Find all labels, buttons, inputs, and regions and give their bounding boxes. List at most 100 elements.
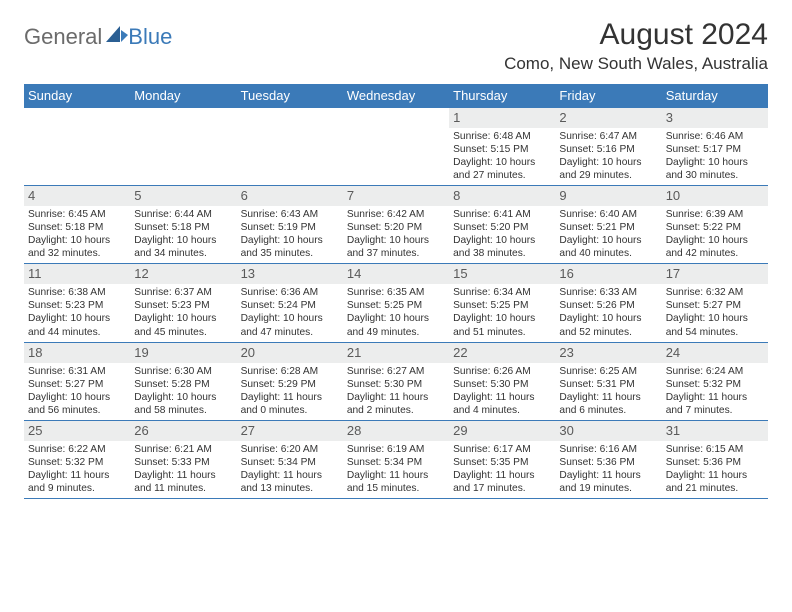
day-number: 22	[449, 343, 555, 363]
day-text: Sunrise: 6:38 AMSunset: 5:23 PMDaylight:…	[24, 284, 130, 341]
day-cell: 22Sunrise: 6:26 AMSunset: 5:30 PMDayligh…	[449, 343, 555, 420]
day-cell: 8Sunrise: 6:41 AMSunset: 5:20 PMDaylight…	[449, 186, 555, 263]
day-cell: 29Sunrise: 6:17 AMSunset: 5:35 PMDayligh…	[449, 421, 555, 498]
day-number: 5	[130, 186, 236, 206]
day-text: Sunrise: 6:27 AMSunset: 5:30 PMDaylight:…	[343, 363, 449, 420]
day-cell: 16Sunrise: 6:33 AMSunset: 5:26 PMDayligh…	[555, 264, 661, 341]
day-text: Sunrise: 6:43 AMSunset: 5:19 PMDaylight:…	[237, 206, 343, 263]
day-cell: 7Sunrise: 6:42 AMSunset: 5:20 PMDaylight…	[343, 186, 449, 263]
day-number: 4	[24, 186, 130, 206]
day-text: Sunrise: 6:31 AMSunset: 5:27 PMDaylight:…	[24, 363, 130, 420]
weekday-thursday: Thursday	[449, 84, 555, 108]
day-number: 17	[662, 264, 768, 284]
day-number: 14	[343, 264, 449, 284]
logo: General Blue	[24, 24, 172, 50]
day-number: 18	[24, 343, 130, 363]
header: General Blue August 2024 Como, New South…	[24, 18, 768, 74]
day-text: Sunrise: 6:46 AMSunset: 5:17 PMDaylight:…	[662, 128, 768, 185]
day-text: Sunrise: 6:32 AMSunset: 5:27 PMDaylight:…	[662, 284, 768, 341]
day-number: 15	[449, 264, 555, 284]
day-text: Sunrise: 6:34 AMSunset: 5:25 PMDaylight:…	[449, 284, 555, 341]
day-cell: 30Sunrise: 6:16 AMSunset: 5:36 PMDayligh…	[555, 421, 661, 498]
day-cell: 9Sunrise: 6:40 AMSunset: 5:21 PMDaylight…	[555, 186, 661, 263]
day-cell: 20Sunrise: 6:28 AMSunset: 5:29 PMDayligh…	[237, 343, 343, 420]
week-row: 1Sunrise: 6:48 AMSunset: 5:15 PMDaylight…	[24, 108, 768, 186]
day-text: Sunrise: 6:39 AMSunset: 5:22 PMDaylight:…	[662, 206, 768, 263]
location: Como, New South Wales, Australia	[504, 54, 768, 74]
day-text: Sunrise: 6:30 AMSunset: 5:28 PMDaylight:…	[130, 363, 236, 420]
logo-text-general: General	[24, 24, 102, 50]
title-block: August 2024 Como, New South Wales, Austr…	[504, 18, 768, 74]
week-row: 4Sunrise: 6:45 AMSunset: 5:18 PMDaylight…	[24, 186, 768, 264]
day-text: Sunrise: 6:21 AMSunset: 5:33 PMDaylight:…	[130, 441, 236, 498]
calendar: SundayMondayTuesdayWednesdayThursdayFrid…	[24, 84, 768, 499]
month-title: August 2024	[504, 18, 768, 52]
day-cell: 25Sunrise: 6:22 AMSunset: 5:32 PMDayligh…	[24, 421, 130, 498]
day-number: 26	[130, 421, 236, 441]
day-cell: 12Sunrise: 6:37 AMSunset: 5:23 PMDayligh…	[130, 264, 236, 341]
day-number: 12	[130, 264, 236, 284]
day-number: 29	[449, 421, 555, 441]
day-number: 2	[555, 108, 661, 128]
day-number	[130, 108, 236, 128]
day-text: Sunrise: 6:22 AMSunset: 5:32 PMDaylight:…	[24, 441, 130, 498]
day-cell: 26Sunrise: 6:21 AMSunset: 5:33 PMDayligh…	[130, 421, 236, 498]
day-cell: 18Sunrise: 6:31 AMSunset: 5:27 PMDayligh…	[24, 343, 130, 420]
day-number: 3	[662, 108, 768, 128]
day-cell	[237, 108, 343, 185]
day-number: 9	[555, 186, 661, 206]
day-cell	[130, 108, 236, 185]
day-cell: 11Sunrise: 6:38 AMSunset: 5:23 PMDayligh…	[24, 264, 130, 341]
day-cell: 2Sunrise: 6:47 AMSunset: 5:16 PMDaylight…	[555, 108, 661, 185]
day-cell: 5Sunrise: 6:44 AMSunset: 5:18 PMDaylight…	[130, 186, 236, 263]
day-number: 25	[24, 421, 130, 441]
day-text: Sunrise: 6:24 AMSunset: 5:32 PMDaylight:…	[662, 363, 768, 420]
weekday-saturday: Saturday	[662, 84, 768, 108]
day-text: Sunrise: 6:15 AMSunset: 5:36 PMDaylight:…	[662, 441, 768, 498]
day-number: 28	[343, 421, 449, 441]
day-number: 13	[237, 264, 343, 284]
day-text: Sunrise: 6:37 AMSunset: 5:23 PMDaylight:…	[130, 284, 236, 341]
week-row: 11Sunrise: 6:38 AMSunset: 5:23 PMDayligh…	[24, 264, 768, 342]
day-text: Sunrise: 6:35 AMSunset: 5:25 PMDaylight:…	[343, 284, 449, 341]
day-cell: 1Sunrise: 6:48 AMSunset: 5:15 PMDaylight…	[449, 108, 555, 185]
day-text: Sunrise: 6:17 AMSunset: 5:35 PMDaylight:…	[449, 441, 555, 498]
day-text: Sunrise: 6:40 AMSunset: 5:21 PMDaylight:…	[555, 206, 661, 263]
day-number: 10	[662, 186, 768, 206]
day-text: Sunrise: 6:44 AMSunset: 5:18 PMDaylight:…	[130, 206, 236, 263]
day-cell: 3Sunrise: 6:46 AMSunset: 5:17 PMDaylight…	[662, 108, 768, 185]
day-number: 24	[662, 343, 768, 363]
day-number: 19	[130, 343, 236, 363]
day-cell: 28Sunrise: 6:19 AMSunset: 5:34 PMDayligh…	[343, 421, 449, 498]
day-cell: 19Sunrise: 6:30 AMSunset: 5:28 PMDayligh…	[130, 343, 236, 420]
day-text: Sunrise: 6:19 AMSunset: 5:34 PMDaylight:…	[343, 441, 449, 498]
day-cell: 4Sunrise: 6:45 AMSunset: 5:18 PMDaylight…	[24, 186, 130, 263]
day-text: Sunrise: 6:28 AMSunset: 5:29 PMDaylight:…	[237, 363, 343, 420]
day-cell: 10Sunrise: 6:39 AMSunset: 5:22 PMDayligh…	[662, 186, 768, 263]
day-number: 30	[555, 421, 661, 441]
day-cell: 21Sunrise: 6:27 AMSunset: 5:30 PMDayligh…	[343, 343, 449, 420]
day-text: Sunrise: 6:41 AMSunset: 5:20 PMDaylight:…	[449, 206, 555, 263]
weekday-sunday: Sunday	[24, 84, 130, 108]
week-row: 25Sunrise: 6:22 AMSunset: 5:32 PMDayligh…	[24, 421, 768, 499]
day-cell: 13Sunrise: 6:36 AMSunset: 5:24 PMDayligh…	[237, 264, 343, 341]
day-text: Sunrise: 6:45 AMSunset: 5:18 PMDaylight:…	[24, 206, 130, 263]
day-number: 23	[555, 343, 661, 363]
day-cell: 31Sunrise: 6:15 AMSunset: 5:36 PMDayligh…	[662, 421, 768, 498]
day-cell: 14Sunrise: 6:35 AMSunset: 5:25 PMDayligh…	[343, 264, 449, 341]
day-cell: 6Sunrise: 6:43 AMSunset: 5:19 PMDaylight…	[237, 186, 343, 263]
day-number	[24, 108, 130, 128]
day-number: 16	[555, 264, 661, 284]
day-number: 11	[24, 264, 130, 284]
weekday-row: SundayMondayTuesdayWednesdayThursdayFrid…	[24, 84, 768, 108]
day-text: Sunrise: 6:20 AMSunset: 5:34 PMDaylight:…	[237, 441, 343, 498]
day-text: Sunrise: 6:33 AMSunset: 5:26 PMDaylight:…	[555, 284, 661, 341]
day-number: 20	[237, 343, 343, 363]
logo-sail-icon	[106, 24, 128, 50]
day-cell	[343, 108, 449, 185]
day-number: 8	[449, 186, 555, 206]
day-text: Sunrise: 6:16 AMSunset: 5:36 PMDaylight:…	[555, 441, 661, 498]
weekday-monday: Monday	[130, 84, 236, 108]
day-text: Sunrise: 6:36 AMSunset: 5:24 PMDaylight:…	[237, 284, 343, 341]
day-number: 31	[662, 421, 768, 441]
